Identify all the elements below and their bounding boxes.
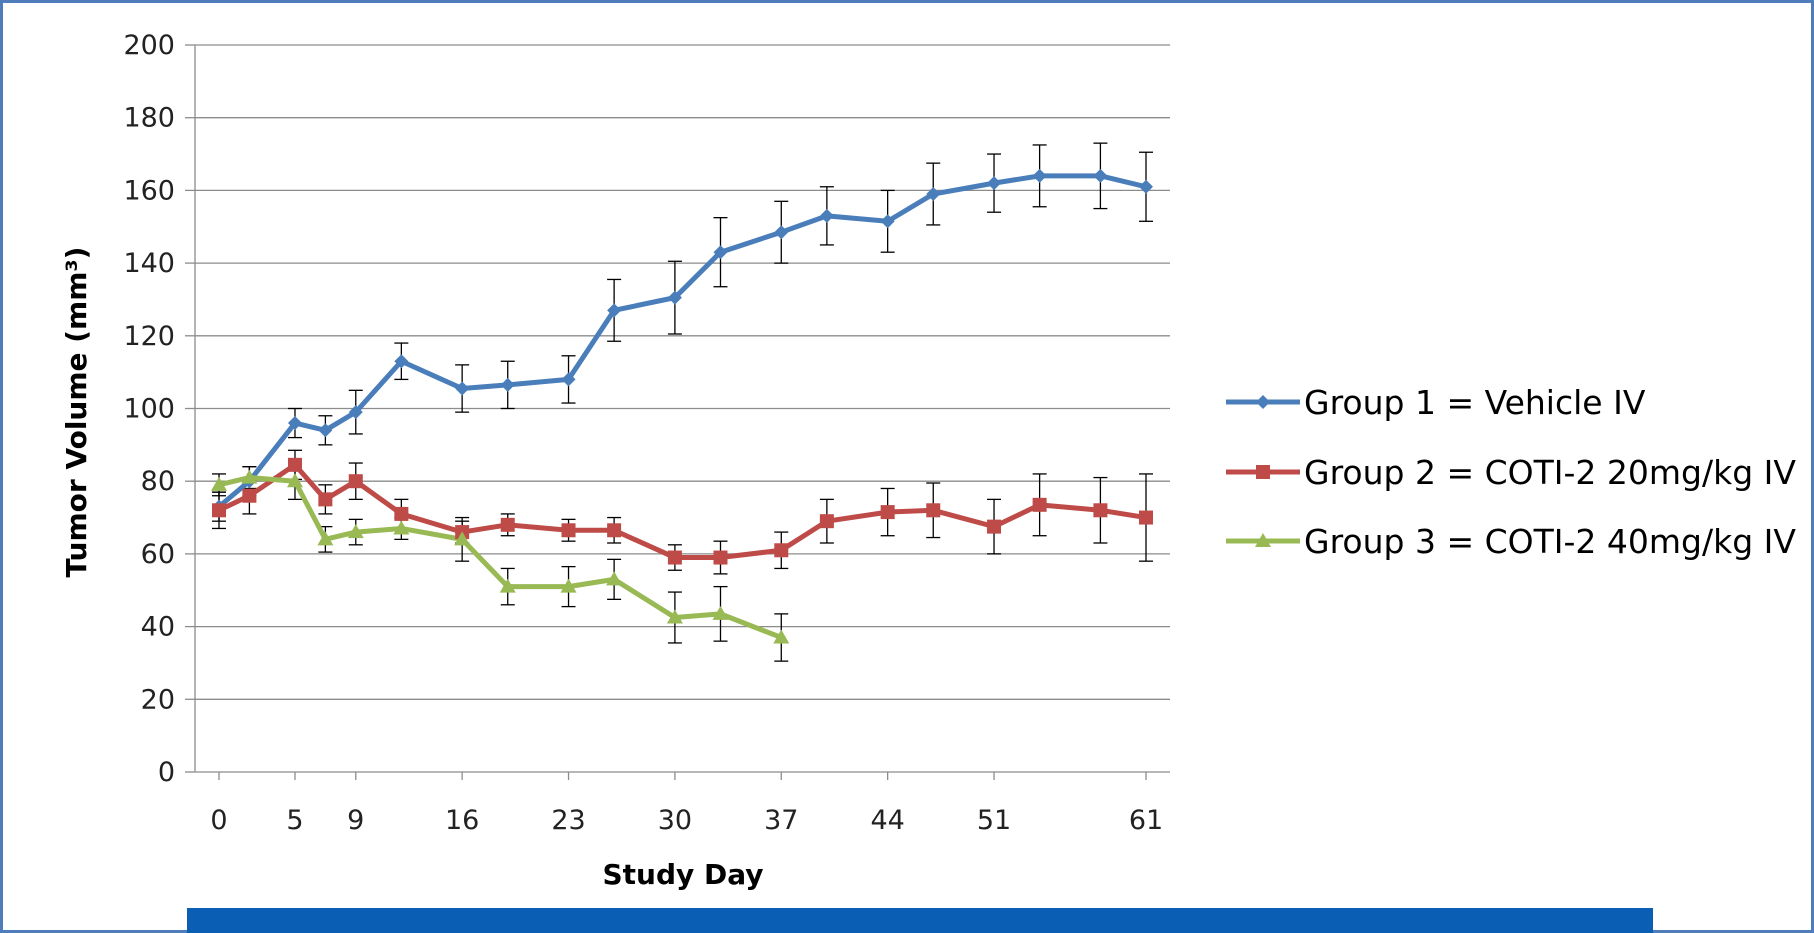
data-point-group-2 [212, 503, 226, 518]
series-lines [217, 173, 1147, 640]
data-point-group-1 [500, 377, 515, 392]
y-tick-label-40: 40 [141, 612, 175, 643]
x-tick-label-9: 9 [347, 805, 364, 836]
legend-marker-group-2 [1256, 465, 1270, 479]
x-tick-label-16: 16 [445, 805, 479, 836]
axes [185, 44, 1170, 780]
data-point-group-1 [713, 245, 728, 260]
data-point-group-3 [286, 473, 303, 488]
data-point-group-3 [211, 476, 227, 491]
legend-marker-shape [1256, 465, 1270, 479]
data-point-group-2 [561, 523, 576, 538]
y-tick-labels: 0 20 40 60 80 100 120 140 160 180 200 [123, 30, 175, 788]
x-axis-title: Study Day [602, 858, 763, 891]
data-point-group-2 [926, 503, 941, 518]
y-tick-label-160: 160 [123, 175, 175, 206]
data-point-group-1 [819, 208, 834, 223]
data-point-group-3 [773, 629, 790, 644]
y-tick-label-80: 80 [141, 466, 175, 497]
data-point-group-3 [606, 571, 623, 586]
y-tick-label-140: 140 [123, 248, 175, 279]
y-tick-label-180: 180 [123, 103, 175, 134]
data-point-group-1 [667, 290, 682, 305]
data-point-group-2 [713, 550, 728, 565]
data-point-group-2 [819, 514, 834, 529]
data-point-group-2 [774, 543, 789, 558]
data-point-group-1 [318, 423, 333, 438]
data-point-group-2 [1032, 497, 1047, 512]
gridlines [195, 44, 1170, 700]
x-tick-label-0: 0 [210, 805, 227, 836]
x-tick-label-23: 23 [551, 805, 585, 836]
data-point-group-3 [712, 605, 729, 620]
data-point-group-1 [1093, 168, 1108, 183]
data-point-group-1 [287, 416, 302, 431]
legend-label-group-1: Group 1 = Vehicle IV [1304, 383, 1646, 422]
x-tick-label-51: 51 [977, 805, 1011, 836]
data-point-group-3 [241, 469, 258, 484]
data-point-group-3 [499, 578, 516, 593]
legend-label-group-2: Group 2 = COTI-2 20mg/kg IV [1304, 453, 1796, 492]
y-tick-label-200: 200 [123, 30, 175, 61]
legend-marker-group-3 [1255, 533, 1271, 547]
data-point-group-2 [287, 457, 302, 472]
data-point-group-2 [348, 474, 363, 489]
data-point-group-3 [454, 531, 471, 546]
x-tick-label-61: 61 [1129, 805, 1163, 836]
legend-item-group-3: Group 3 = COTI-2 40mg/kg IV [1226, 522, 1796, 561]
data-point-group-3 [393, 520, 410, 535]
x-tick-label-30: 30 [658, 805, 692, 836]
legend-marker-group-1 [1256, 395, 1270, 409]
legend: Group 1 = Vehicle IV Group 2 = COTI-2 20… [1226, 383, 1796, 561]
data-point-group-1 [394, 354, 409, 369]
y-tick-label-120: 120 [123, 321, 175, 352]
data-point-group-2 [880, 505, 895, 520]
data-point-group-1 [880, 214, 895, 229]
data-point-group-2 [242, 488, 257, 503]
legend-marker-shape [1255, 533, 1271, 547]
data-point-group-2 [667, 550, 682, 565]
legend-marker-shape [1256, 395, 1270, 409]
data-point-group-2 [500, 517, 515, 532]
series-line-group-1 [217, 173, 1147, 509]
data-point-group-3 [317, 531, 334, 546]
y-tick-label-20: 20 [141, 684, 175, 715]
bottom-caption-bar [187, 908, 1653, 933]
x-tick-label-37: 37 [764, 805, 798, 836]
data-point-group-1 [774, 225, 789, 240]
data-point-group-1 [1139, 179, 1153, 194]
x-tick-label-44: 44 [870, 805, 904, 836]
data-point-group-3 [560, 578, 577, 593]
y-tick-label-0: 0 [158, 757, 175, 788]
data-point-group-3 [666, 609, 683, 624]
data-point-group-2 [607, 523, 622, 538]
y-tick-label-60: 60 [141, 539, 175, 570]
series-markers [211, 168, 1153, 644]
data-point-group-1 [348, 405, 363, 420]
data-point-group-1 [561, 372, 576, 387]
x-tick-label-5: 5 [286, 805, 303, 836]
legend-item-group-2: Group 2 = COTI-2 20mg/kg IV [1226, 453, 1796, 492]
data-point-group-1 [1032, 168, 1047, 183]
data-point-group-2 [1139, 510, 1153, 525]
data-point-group-1 [926, 187, 941, 202]
x-tick-labels: 0 5 9 16 23 30 37 44 51 61 [210, 805, 1163, 836]
data-point-group-2 [1093, 503, 1108, 518]
legend-item-group-1: Group 1 = Vehicle IV [1226, 383, 1646, 422]
y-axis-title: Tumor Volume (mm³) [60, 247, 93, 578]
legend-label-group-3: Group 3 = COTI-2 40mg/kg IV [1304, 522, 1796, 561]
data-point-group-1 [607, 303, 622, 318]
data-point-group-1 [455, 381, 470, 396]
y-tick-label-100: 100 [123, 394, 175, 425]
data-point-group-2 [987, 519, 1002, 534]
data-point-group-2 [394, 506, 409, 521]
error-bars [212, 142, 1153, 662]
data-point-group-3 [347, 524, 364, 539]
data-point-group-2 [318, 492, 333, 507]
data-point-group-1 [987, 176, 1002, 191]
